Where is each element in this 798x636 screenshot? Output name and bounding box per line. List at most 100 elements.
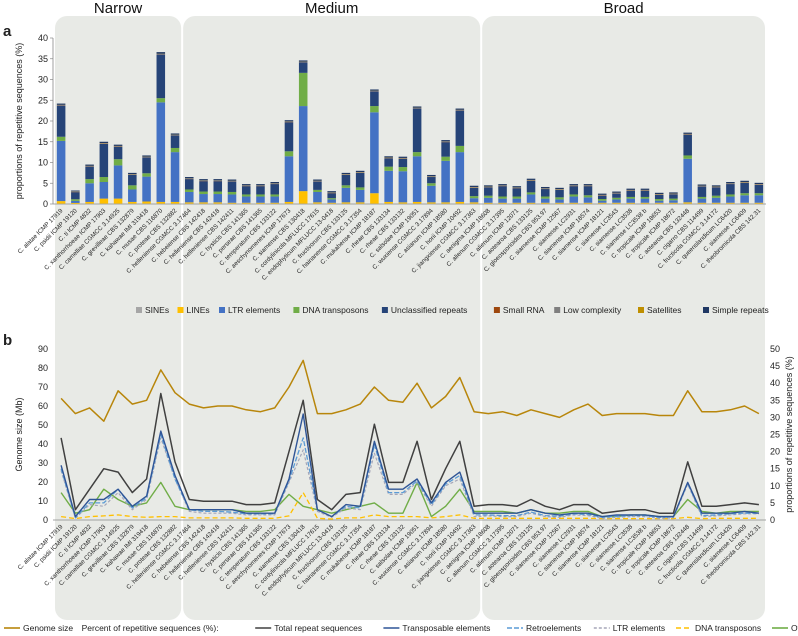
legend-label: Total repeat sequences: [274, 623, 362, 633]
bar-segment: [341, 187, 351, 203]
bar-segment: [498, 198, 507, 203]
bar-segment: [526, 202, 536, 204]
bar-segment: [213, 194, 223, 203]
bar-segment: [227, 202, 237, 204]
legend-label: Satellites: [647, 305, 682, 315]
bar-segment: [669, 198, 678, 201]
bar-segment: [199, 191, 208, 195]
bar-segment: [754, 195, 764, 203]
legend-swatch: [293, 307, 300, 313]
bar-segment: [711, 187, 721, 196]
bar-segment: [298, 191, 308, 204]
bar-segment: [640, 196, 650, 199]
bar-segment: [156, 201, 166, 204]
bar-segment: [227, 179, 237, 181]
bar-segment: [284, 151, 294, 157]
bar-segment: [227, 194, 237, 203]
bar-segment: [726, 182, 735, 184]
bar-segment: [711, 195, 721, 198]
bar-segment: [341, 174, 351, 186]
bar-segment: [270, 184, 279, 195]
legend-label: Others: [791, 623, 798, 633]
bar-segment: [526, 180, 536, 193]
bar-segment: [85, 201, 94, 204]
y-axis-label: proportions of repetitive sequences (%): [14, 43, 24, 200]
bar-segment: [327, 198, 336, 200]
bar-segment: [555, 202, 564, 204]
bar-segment: [313, 202, 322, 204]
bar-segment: [597, 199, 607, 201]
y-tick-label: 5: [43, 178, 48, 188]
y-tick-label: 20: [38, 477, 48, 487]
legend-swatch: [177, 307, 184, 313]
bar-segment: [213, 191, 223, 195]
bar-segment: [113, 198, 123, 204]
bar-segment: [412, 106, 422, 108]
bar-segment: [99, 198, 109, 204]
bar-segment: [583, 195, 593, 198]
bar-segment: [626, 196, 635, 199]
bar-segment: [740, 202, 749, 204]
bar-segment: [170, 147, 180, 153]
bar-segment: [541, 189, 550, 197]
bar-segment: [156, 102, 166, 202]
bar-segment: [99, 143, 109, 178]
bar-segment: [355, 172, 365, 188]
legend-label: Percent of repetitive sequences (%):: [82, 623, 219, 633]
y2-tick-label: 10: [770, 481, 780, 491]
bar-segment: [241, 196, 251, 203]
bar-segment: [370, 89, 379, 91]
bar-segment: [569, 184, 579, 186]
bar-segment: [541, 198, 550, 203]
bar-segment: [284, 201, 294, 204]
legend-label: DNA transposons: [302, 305, 368, 315]
bar-segment: [99, 177, 109, 183]
bar-segment: [213, 179, 223, 181]
y-tick-label: 35: [38, 54, 48, 64]
y2-tick-label: 50: [770, 344, 780, 354]
y-tick-label: 25: [38, 95, 48, 105]
series-line-ltr-elements: [60, 437, 759, 519]
legend-label: Low complexity: [563, 305, 622, 315]
bar-segment: [199, 202, 208, 204]
bar-segment: [113, 159, 123, 166]
legend-swatch: [638, 307, 644, 313]
bar-segment: [341, 172, 351, 175]
bar-segment: [142, 155, 151, 157]
bar-segment: [313, 191, 322, 203]
bar-segment: [740, 195, 749, 203]
bar-segment: [583, 186, 593, 196]
bar-segment: [256, 202, 265, 204]
bar-segment: [71, 192, 80, 200]
bar-segment: [683, 132, 692, 134]
bar-segment: [298, 106, 308, 192]
bar-segment: [56, 105, 66, 137]
legend-swatch: [136, 307, 142, 313]
bar-segment: [298, 62, 308, 73]
bar-segment: [612, 197, 621, 200]
bar-segment: [512, 196, 522, 199]
bar-segment: [355, 170, 365, 173]
bar-segment: [612, 202, 621, 204]
bar-segment: [327, 191, 336, 193]
bar-segment: [469, 198, 479, 203]
y2-tick-label: 15: [770, 464, 780, 474]
bar-segment: [441, 160, 450, 203]
y-tick-label: 90: [38, 344, 48, 354]
bar-segment: [427, 177, 436, 184]
group-label-narrow: Narrow: [94, 0, 143, 17]
bar-segment: [298, 72, 308, 107]
bar-segment: [185, 179, 194, 190]
bar-segment: [156, 52, 166, 54]
bar-segment: [56, 136, 66, 141]
bar-segment: [498, 186, 507, 197]
bar-segment: [626, 188, 635, 190]
bar-segment: [370, 91, 379, 107]
y-tick-label: 80: [38, 363, 48, 373]
bar-segment: [313, 189, 322, 192]
bar-segment: [498, 184, 507, 186]
bar-segment: [583, 197, 593, 203]
bar-segment: [569, 186, 579, 195]
legend-label: Small RNA: [503, 305, 545, 315]
bar-segment: [185, 191, 194, 203]
